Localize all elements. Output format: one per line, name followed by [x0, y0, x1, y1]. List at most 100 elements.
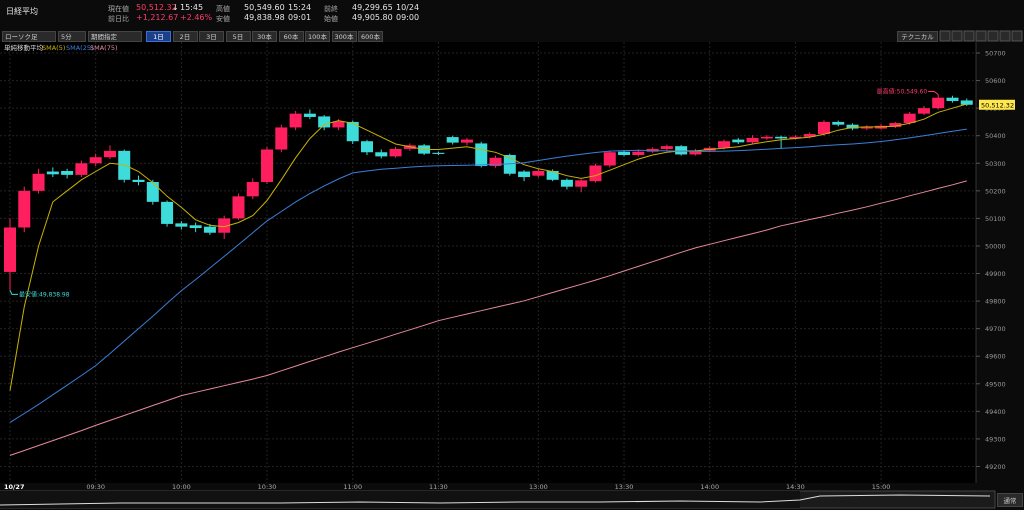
x-tick-label: 09:30: [86, 483, 105, 491]
icon[interactable]: [951, 30, 963, 42]
candle-body: [75, 163, 88, 175]
period-button[interactable]: 1日: [146, 31, 171, 42]
quote-value: 50,512.32: [136, 3, 177, 12]
y-tick-label: 50600: [985, 77, 1006, 85]
icon[interactable]: [975, 30, 987, 42]
candle-body: [218, 218, 231, 233]
quote-label: 現在値: [108, 5, 129, 13]
candle-body: [61, 170, 74, 175]
legend-entry: SMA(5): [42, 44, 65, 52]
y-tick-label: 49200: [985, 463, 1006, 471]
y-tick-label: 49400: [985, 408, 1006, 416]
quote-label: 安値: [216, 15, 230, 23]
sma-line: [9, 128, 967, 423]
candle-body: [675, 146, 688, 155]
candle-body: [303, 113, 316, 117]
candle-body: [161, 201, 174, 224]
sma-line: [9, 180, 967, 456]
candle-body: [446, 137, 459, 143]
navigator-line: [0, 494, 991, 506]
period-button[interactable]: 3日: [199, 31, 224, 42]
legend-entry: SMA(75): [90, 44, 118, 52]
candle-body: [817, 121, 830, 135]
icon[interactable]: [963, 30, 975, 42]
title: 日経平均: [6, 7, 38, 16]
candle-body: [289, 113, 302, 128]
candle-body: [546, 170, 559, 180]
candle-body: [803, 134, 816, 137]
toolbar-icons: [939, 30, 1023, 42]
annotation: 最高値:50,549.60: [877, 87, 928, 95]
quote-label: 高値: [216, 5, 230, 13]
sma-line: [9, 103, 967, 391]
x-tick-label: 10:00: [172, 483, 191, 491]
y-tick-label: 50400: [985, 132, 1006, 140]
candle-body: [475, 143, 488, 167]
quote-change: +2.46%: [180, 13, 213, 22]
quote-time: 09:01: [288, 13, 312, 22]
y-tick-label: 49900: [985, 270, 1006, 278]
candle-body: [560, 179, 573, 187]
legend-entry: SMA(25): [66, 44, 94, 52]
period-button[interactable]: 2日: [172, 31, 198, 42]
period-button[interactable]: 30本: [252, 31, 277, 42]
candle-body: [832, 121, 845, 125]
candle-body: [175, 223, 188, 227]
candle-body: [632, 151, 645, 156]
candle-body: [32, 173, 45, 191]
quote-time: 15:24: [288, 3, 312, 12]
range-select[interactable]: 期間指定: [88, 31, 142, 42]
x-tick-label: 15:00: [872, 483, 891, 491]
last-price-label: 50,512.32: [981, 101, 1014, 109]
icon[interactable]: [987, 30, 999, 42]
candle-body: [132, 179, 145, 183]
candle-body: [103, 150, 116, 158]
candle-body: [89, 157, 102, 164]
period-button[interactable]: 600本: [358, 31, 383, 42]
quote-value: +1,212.67: [136, 13, 179, 22]
icon[interactable]: [1011, 30, 1023, 42]
x-tick-label: 11:30: [429, 483, 448, 491]
period-button[interactable]: 100本: [305, 31, 330, 42]
quote-label: 前終: [324, 5, 338, 13]
period-button[interactable]: 60本: [278, 31, 304, 42]
mode-select[interactable]: 通常: [997, 493, 1023, 507]
quote-time: 15:45: [180, 3, 204, 12]
technical-button[interactable]: テクニカル: [897, 31, 938, 42]
x-tick-label: 10/27: [4, 483, 24, 491]
y-tick-label: 50700: [985, 50, 1006, 58]
candle-body: [118, 150, 131, 180]
candle-body: [261, 149, 274, 183]
candle-body: [246, 182, 259, 197]
quote-value: 49,299.65: [352, 3, 393, 12]
candle-body: [489, 157, 502, 167]
candle-body: [389, 148, 402, 157]
candle-body: [789, 136, 802, 139]
period-button[interactable]: 5日: [225, 31, 251, 42]
candle-body: [189, 225, 202, 229]
y-tick-label: 49500: [985, 380, 1006, 388]
candle-body: [917, 108, 930, 114]
candle-body: [46, 171, 59, 175]
candle-body: [146, 182, 159, 202]
candle-body: [960, 100, 973, 105]
annotation: 最安値:49,838.98: [19, 290, 70, 298]
x-tick-label: 13:30: [615, 483, 634, 491]
x-tick-label: 11:00: [343, 483, 362, 491]
y-tick-label: 50000: [985, 242, 1006, 250]
quote-label: 前日比: [108, 15, 129, 23]
x-tick-label: 14:00: [700, 483, 719, 491]
candle-body: [660, 146, 673, 149]
navigator-window: [0, 491, 800, 508]
icon[interactable]: [939, 30, 951, 42]
icon[interactable]: [999, 30, 1011, 42]
interval-select[interactable]: 5分: [58, 31, 86, 42]
candle-body: [18, 190, 31, 228]
candle-body: [618, 151, 631, 156]
period-button[interactable]: 300本: [331, 31, 357, 42]
plot-bg: [0, 42, 976, 483]
candle-body: [903, 113, 916, 124]
chart-type-select[interactable]: ローソク足: [2, 31, 56, 42]
